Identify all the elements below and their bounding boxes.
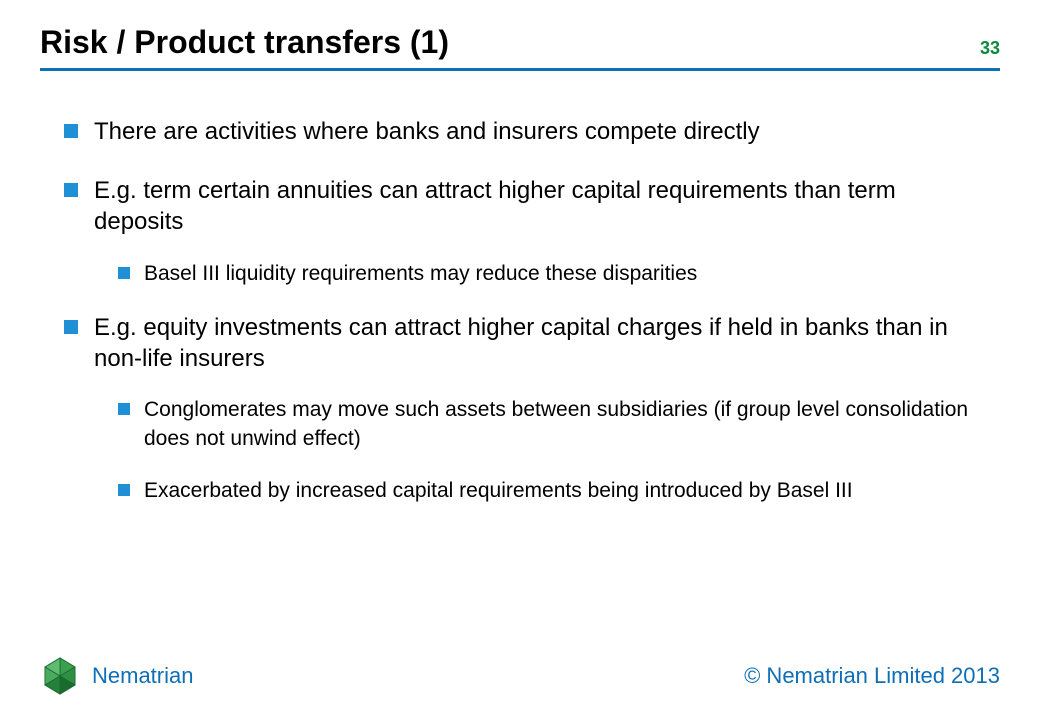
slide-header: Risk / Product transfers (1) 33 bbox=[40, 24, 1000, 61]
bullet-text: There are activities where banks and ins… bbox=[94, 116, 760, 147]
brand-logo-icon bbox=[40, 656, 80, 696]
bullet-item: E.g. term certain annuities can attract … bbox=[64, 175, 980, 237]
sub-bullet-item: Exacerbated by increased capital require… bbox=[118, 477, 980, 505]
sub-bullet-item: Basel III liquidity requirements may red… bbox=[118, 260, 980, 288]
copyright-text: © Nematrian Limited 2013 bbox=[744, 663, 1000, 689]
brand-name: Nematrian bbox=[92, 663, 193, 689]
bullet-marker-icon bbox=[118, 267, 130, 279]
sub-bullet-group: Conglomerates may move such assets betwe… bbox=[118, 396, 980, 505]
bullet-marker-icon bbox=[64, 124, 78, 138]
sub-bullet-item: Conglomerates may move such assets betwe… bbox=[118, 396, 980, 453]
slide-title: Risk / Product transfers (1) bbox=[40, 24, 449, 61]
bullet-marker-icon bbox=[64, 183, 78, 197]
bullet-text: E.g. term certain annuities can attract … bbox=[94, 175, 980, 237]
page-number: 33 bbox=[980, 38, 1000, 59]
bullet-marker-icon bbox=[64, 320, 78, 334]
bullet-text: E.g. equity investments can attract high… bbox=[94, 312, 980, 374]
sub-bullet-text: Conglomerates may move such assets betwe… bbox=[144, 396, 980, 453]
bullet-item: E.g. equity investments can attract high… bbox=[64, 312, 980, 374]
bullet-marker-icon bbox=[118, 484, 130, 496]
header-rule bbox=[40, 68, 1000, 71]
sub-bullet-text: Basel III liquidity requirements may red… bbox=[144, 260, 697, 288]
slide: Risk / Product transfers (1) 33 There ar… bbox=[0, 0, 1040, 720]
slide-content: There are activities where banks and ins… bbox=[64, 116, 980, 529]
bullet-item: There are activities where banks and ins… bbox=[64, 116, 980, 147]
bullet-marker-icon bbox=[118, 403, 130, 415]
sub-bullet-group: Basel III liquidity requirements may red… bbox=[118, 260, 980, 288]
sub-bullet-text: Exacerbated by increased capital require… bbox=[144, 477, 853, 505]
footer-left: Nematrian bbox=[40, 656, 193, 696]
slide-footer: Nematrian © Nematrian Limited 2013 bbox=[40, 656, 1000, 696]
